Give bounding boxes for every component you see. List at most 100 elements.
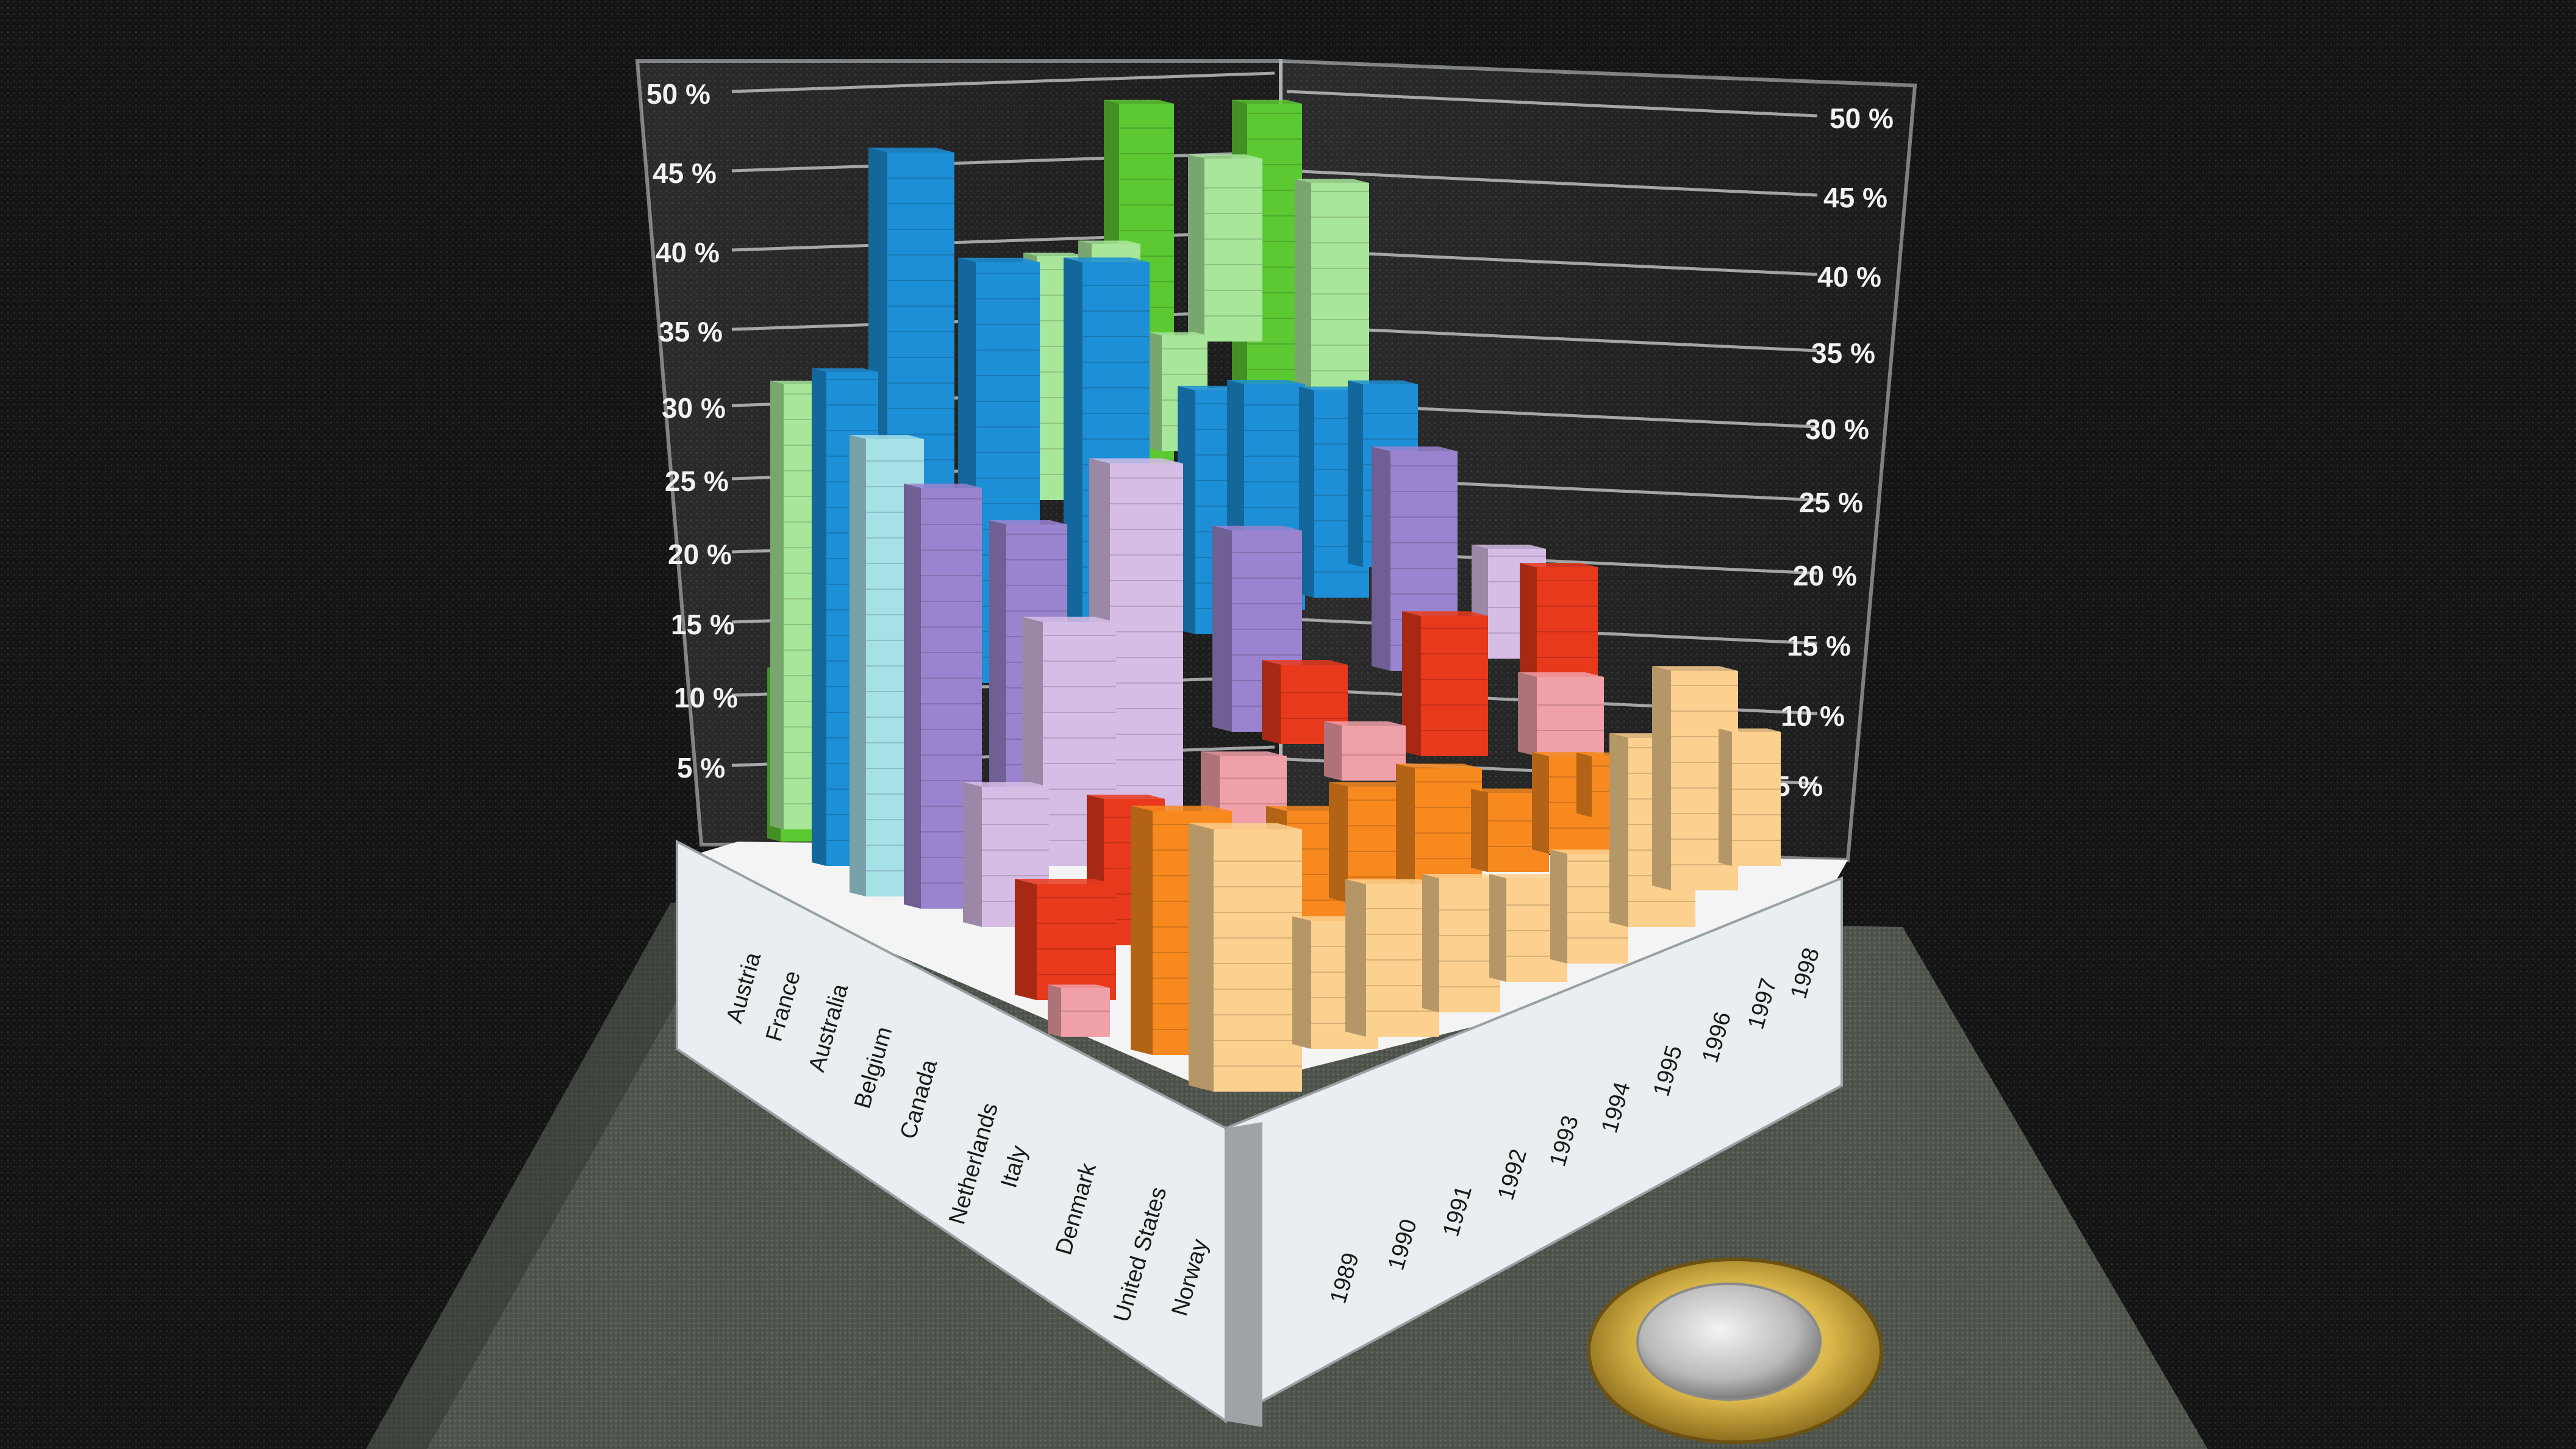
tick-label-left: 15 % [671, 609, 735, 640]
bar-side [1189, 823, 1214, 1092]
bar-top [1087, 795, 1165, 799]
bar-side [812, 368, 826, 866]
bar-side [1532, 752, 1549, 854]
bar-top [1652, 666, 1738, 671]
bar-side [1719, 728, 1732, 866]
bar-block [1022, 617, 1116, 866]
bar-face [1214, 829, 1302, 1092]
tick-label-left: 45 % [653, 157, 717, 189]
bar-side [1149, 332, 1162, 451]
bar-top [1131, 806, 1232, 811]
tick-label-right: 40 % [1817, 261, 1881, 293]
bar-side [963, 782, 982, 927]
bar-side [1518, 672, 1537, 756]
bar-side [989, 520, 1006, 842]
bar-top [1396, 764, 1482, 768]
tick-labels-right: 50 % 45 % 40 % 35 % 30 % 25 % 20 % 15 % … [1775, 102, 1894, 802]
bar-top [1149, 332, 1208, 335]
bar-side [1520, 563, 1537, 683]
bar-top [1201, 751, 1287, 756]
bar-top [1089, 458, 1183, 463]
bar-side [1188, 154, 1204, 342]
tick-label-right: 45 % [1823, 182, 1887, 213]
bar-face [1415, 768, 1482, 884]
tick-labels-left: 50 % 45 % 40 % 35 % 30 % 25 % 20 % 15 % … [646, 78, 738, 784]
bar-side [1348, 380, 1363, 567]
bar-side [1396, 764, 1415, 884]
bar-top [1719, 728, 1781, 732]
bar-top [1227, 380, 1305, 384]
bar-face [1421, 616, 1488, 756]
bar-face [1311, 183, 1369, 396]
bar-side [1299, 386, 1314, 598]
tick-label-right: 25 % [1799, 487, 1863, 518]
bar-block [1048, 984, 1110, 1037]
bar-block [1396, 764, 1482, 884]
gridline [731, 151, 1275, 173]
bar-top [1422, 874, 1500, 878]
bar-top [1188, 154, 1262, 159]
gridline [1286, 248, 1818, 276]
bar-block [1188, 154, 1262, 342]
bar-top [1262, 660, 1348, 665]
tick-label-right: 10 % [1781, 700, 1845, 732]
tick-label-right: 35 % [1811, 337, 1875, 369]
bar-face [1110, 463, 1183, 811]
bar-top [1372, 446, 1458, 451]
bar-side [1292, 916, 1311, 1049]
base-panel-edge [1226, 1122, 1262, 1427]
bar-side [1422, 874, 1439, 1012]
tick-label-left: 30 % [662, 392, 726, 424]
bar-block [1295, 179, 1369, 396]
tick-label-left: 20 % [668, 538, 732, 570]
bar-side [1329, 782, 1348, 903]
bar-side [1550, 850, 1567, 964]
bar-face [1537, 567, 1598, 683]
bar-side [1652, 666, 1671, 890]
tick-label-left: 50 % [646, 78, 710, 110]
bar-side [1489, 874, 1506, 982]
bar-side [1212, 526, 1232, 732]
bar-side [770, 381, 784, 829]
bar-side [1015, 879, 1037, 1000]
bar-top [1048, 984, 1110, 988]
bar-block [1015, 879, 1116, 1000]
bar-top [1064, 257, 1150, 262]
bar-side [1372, 446, 1390, 671]
bar-block [1402, 611, 1488, 756]
foam-pedestal-shade [366, 903, 732, 1449]
bar-side [1064, 257, 1082, 695]
bar-side [1345, 879, 1366, 1037]
bar-top [1471, 789, 1549, 793]
tick-label-left: 5 % [677, 752, 725, 784]
bar-top [1472, 545, 1546, 549]
bar-block [1262, 660, 1348, 744]
bar-face [1204, 159, 1262, 342]
gridline [1286, 169, 1818, 197]
bar-top [1212, 526, 1302, 531]
tick-label-right: 50 % [1830, 102, 1894, 134]
bar-blocks [767, 99, 1781, 1092]
bar-side [1576, 752, 1592, 817]
bar-top [1348, 380, 1418, 384]
bar-top [989, 520, 1067, 524]
tick-label-left: 25 % [665, 465, 729, 497]
bar-top [1402, 611, 1488, 616]
bar-side [1402, 611, 1421, 756]
bar-top [1550, 850, 1628, 854]
bar-side [1048, 984, 1061, 1037]
bar-face [1061, 988, 1110, 1037]
bar-side [1295, 179, 1311, 396]
bar-face [1342, 726, 1406, 781]
bar-top [1520, 563, 1598, 567]
bar-side [1262, 660, 1281, 744]
gridline [731, 230, 1275, 252]
bar-top [1295, 179, 1369, 183]
bar-top [958, 257, 1040, 262]
bar-top [1022, 617, 1116, 622]
bar-top [1232, 99, 1302, 104]
bar-block [1719, 728, 1781, 866]
bar-block [1518, 672, 1604, 756]
tick-label-right: 5 % [1775, 770, 1823, 802]
